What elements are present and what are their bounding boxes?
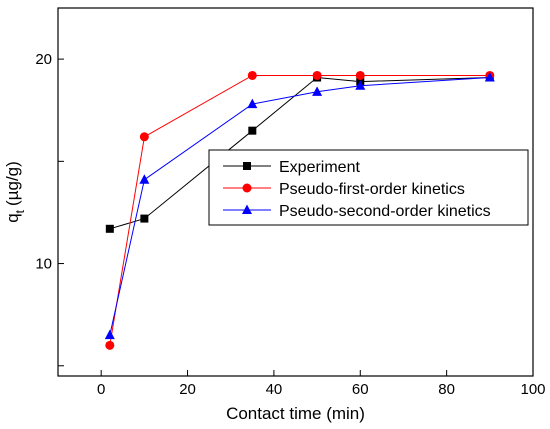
legend-entry: Experiment: [279, 159, 360, 176]
data-point: [104, 329, 115, 340]
y-axis-label: qt (µg/g): [3, 161, 27, 223]
data-point: [312, 70, 322, 80]
data-point: [248, 126, 257, 135]
x-tick-label: 80: [438, 381, 455, 398]
legend-marker: [242, 183, 252, 193]
legend: Experiment Pseudo-first-order kinetics Pse…: [208, 149, 529, 226]
data-point: [247, 70, 257, 80]
data-point: [355, 70, 365, 80]
y-axis-label-sub: t: [13, 209, 27, 213]
data-point: [484, 72, 495, 82]
data-point: [105, 224, 114, 233]
y-axis-label-unit: (µg/g): [3, 161, 22, 206]
x-tick-label: 20: [179, 381, 196, 398]
series-line: [109, 76, 490, 230]
data-point: [139, 174, 150, 184]
data-point: [105, 340, 115, 350]
data-point: [247, 98, 258, 109]
series-line: [109, 75, 490, 346]
y-tick-label: 20: [35, 51, 52, 68]
legend-marker: [242, 204, 252, 214]
legend-marker: [243, 162, 251, 170]
x-tick-label: 40: [266, 381, 283, 398]
x-axis-label: Contact time (min): [226, 404, 365, 423]
x-tick-label: 60: [352, 381, 369, 398]
data-point: [140, 214, 149, 223]
series-layer: [104, 70, 495, 350]
data-point: [355, 80, 366, 90]
data-point: [312, 86, 323, 96]
y-tick-label: 10: [35, 256, 52, 273]
plot-frame: [57, 7, 534, 377]
x-tick-label: 0: [97, 381, 105, 398]
x-tick-label: 100: [520, 381, 545, 398]
data-point: [139, 132, 149, 142]
legend-entry: Pseudo-second-order kinetics: [279, 203, 491, 220]
y-axis-label-main: q: [3, 213, 22, 222]
legend-entry: Pseudo-first-order kinetics: [279, 181, 465, 198]
series-line: [109, 77, 490, 336]
